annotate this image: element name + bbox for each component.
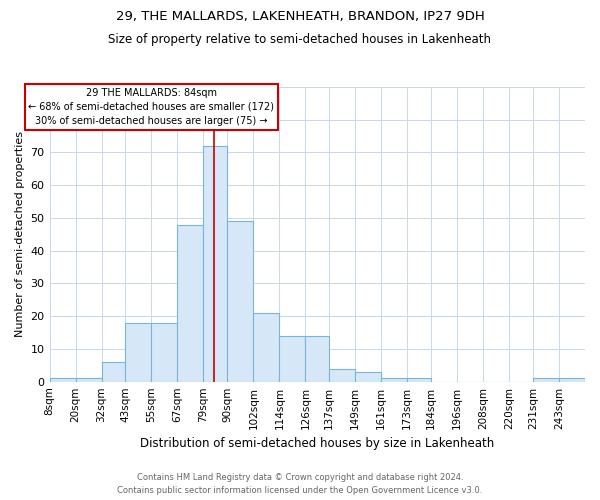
Bar <box>355 372 381 382</box>
Bar <box>280 336 305 382</box>
Bar <box>329 368 355 382</box>
Bar <box>253 313 280 382</box>
Bar <box>533 378 559 382</box>
Bar <box>50 378 76 382</box>
Text: 29, THE MALLARDS, LAKENHEATH, BRANDON, IP27 9DH: 29, THE MALLARDS, LAKENHEATH, BRANDON, I… <box>116 10 484 23</box>
Bar <box>381 378 407 382</box>
Bar <box>101 362 125 382</box>
Text: Contains HM Land Registry data © Crown copyright and database right 2024.
Contai: Contains HM Land Registry data © Crown c… <box>118 474 482 495</box>
Bar <box>151 322 178 382</box>
Bar <box>125 322 151 382</box>
Y-axis label: Number of semi-detached properties: Number of semi-detached properties <box>15 132 25 338</box>
Text: Size of property relative to semi-detached houses in Lakenheath: Size of property relative to semi-detach… <box>109 32 491 46</box>
Bar <box>203 146 227 382</box>
Bar <box>305 336 329 382</box>
X-axis label: Distribution of semi-detached houses by size in Lakenheath: Distribution of semi-detached houses by … <box>140 437 494 450</box>
Bar <box>559 378 585 382</box>
Bar <box>76 378 101 382</box>
Text: 29 THE MALLARDS: 84sqm
← 68% of semi-detached houses are smaller (172)
30% of se: 29 THE MALLARDS: 84sqm ← 68% of semi-det… <box>28 88 274 126</box>
Bar <box>407 378 431 382</box>
Bar <box>227 221 253 382</box>
Bar <box>178 224 203 382</box>
